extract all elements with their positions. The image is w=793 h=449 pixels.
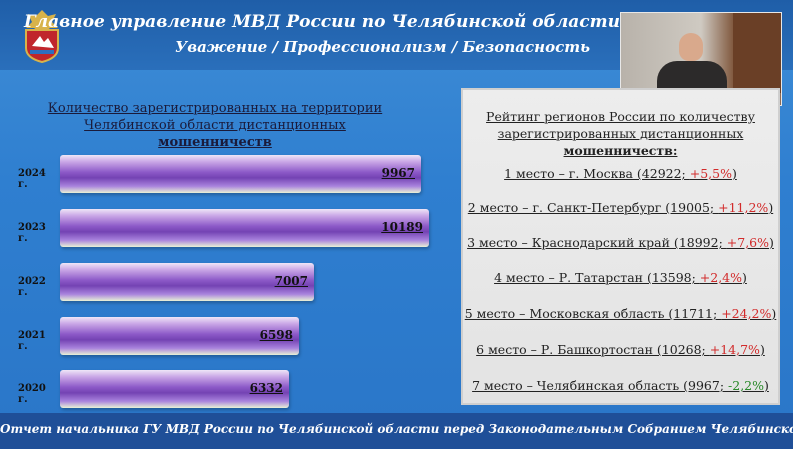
tick-label: 2021 г. [18,330,46,352]
tick-label: 2022 г. [18,276,46,298]
data-label: 7007 [274,274,308,288]
chart-title-line2: Челябинской области дистанционных [84,118,346,133]
rating-item: 1 место – г. Москва (42922; +5,5%) [463,166,778,181]
footer-text: Отчет начальника ГУ МВД России по Челяби… [0,422,793,436]
rating-item-close: ) [759,342,765,357]
bar [60,263,314,301]
police-emblem-icon [25,10,59,64]
bar [60,209,429,247]
rating-title-line2: зарегистрированных дистанционных [497,126,744,141]
chart-title-bold: мошенничеств [158,135,272,150]
rating-item: 4 место – Р. Татарстан (13598; +2,4%) [463,270,778,285]
rating-item-text: 2 место – г. Санкт-Петербург (19005; [467,200,719,215]
rating-panel: Рейтинг регионов России по количеству за… [461,88,780,405]
data-label: 6598 [259,328,293,342]
rating-item-text: 4 место – Р. Татарстан (13598; [494,270,700,285]
rating-item: 7 место – Челябинская область (9967; -2,… [463,378,778,393]
rating-item-delta: +7,6% [726,235,769,250]
data-label: 9967 [381,166,415,180]
rating-item: 6 место – Р. Башкортостан (10268; +14,7%… [463,342,778,357]
rating-item-close: ) [764,378,769,393]
rating-item-delta: +14,7% [709,342,760,357]
tick-label: 2020 г. [18,383,46,405]
rating-item-text: 5 место – Московская область (11711; [464,306,722,321]
chart-title: Количество зарегистрированных на террито… [30,100,400,151]
rating-title-line3: мошенничеств: [563,143,678,158]
rating-item-text: 7 место – Челябинская область (9967; [472,378,729,393]
bar [60,155,421,193]
rating-item-delta: +2,4% [699,270,743,285]
slide-footer: Отчет начальника ГУ МВД России по Челяби… [0,413,793,449]
rating-item: 3 место – Краснодарский край (18992; +7,… [463,235,778,250]
rating-item-close: ) [769,235,774,250]
rating-item-text: 3 место – Краснодарский край (18992; [467,235,727,250]
chart-title-line1: Количество зарегистрированных на террито… [47,101,383,116]
rating-item-delta: +24,2% [721,306,772,321]
bar [60,317,299,355]
tick-label: 2024 г. [18,168,46,190]
rating-item-close: ) [742,270,747,285]
slide-subtitle: Уважение / Профессионализм / Безопасност… [175,38,590,56]
rating-item-text: 1 место – г. Москва (42922; [504,166,690,181]
data-label: 10189 [381,220,423,234]
rating-item-close: ) [771,306,777,321]
rating-item-delta: +11,2% [718,200,769,215]
rating-item-delta: +5,5% [689,166,732,181]
rating-item-text: 6 место – Р. Башкортостан (10268; [476,342,710,357]
data-label: 6332 [249,381,283,395]
slide-title: Главное управление МВД России по Челябин… [23,12,620,32]
tick-label: 2023 г. [18,222,46,244]
rating-item-close: ) [768,200,774,215]
rating-item-delta: -2,2% [728,378,764,393]
rating-item-close: ) [731,166,737,181]
rating-item: 2 место – г. Санкт-Петербург (19005; +11… [463,200,778,215]
rating-item: 5 место – Московская область (11711; +24… [463,306,778,321]
bar [60,370,289,408]
rating-title-line1: Рейтинг регионов России по количеству [486,109,755,124]
rating-title: Рейтинг регионов России по количеству за… [463,108,778,159]
